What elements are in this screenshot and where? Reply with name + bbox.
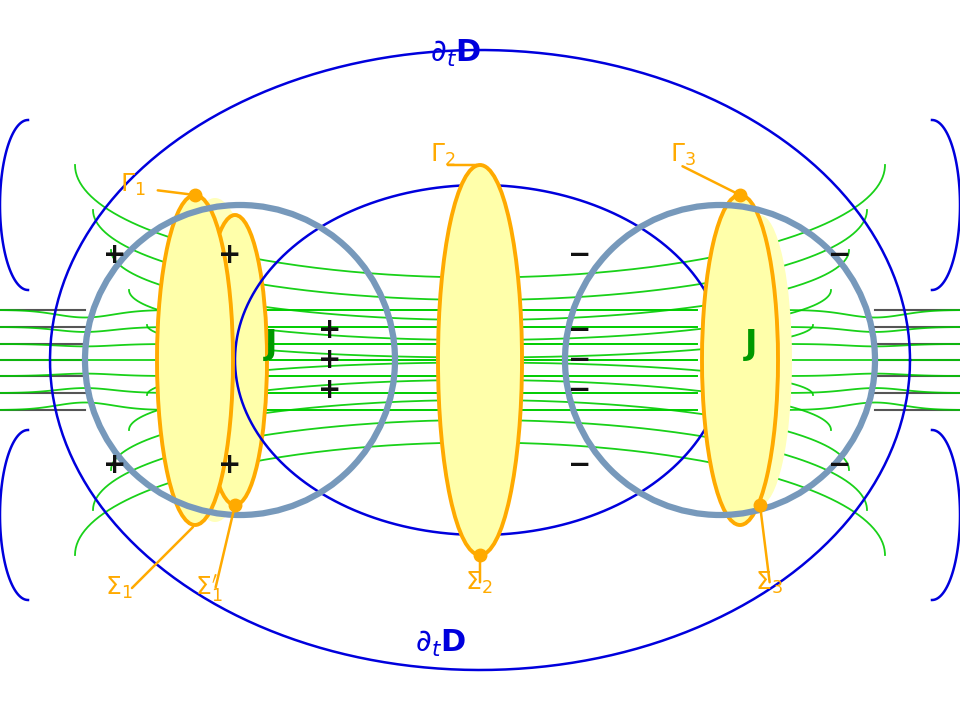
Text: −: −: [828, 241, 852, 269]
Text: +: +: [218, 451, 242, 479]
Ellipse shape: [203, 215, 267, 505]
Text: $\Sigma_2$: $\Sigma_2$: [465, 570, 492, 596]
Text: $\Sigma_3$: $\Sigma_3$: [755, 570, 782, 596]
Text: −: −: [568, 451, 591, 479]
Ellipse shape: [157, 195, 233, 525]
Text: +: +: [319, 346, 342, 374]
Text: $\Gamma_3$: $\Gamma_3$: [670, 142, 696, 168]
Text: +: +: [319, 376, 342, 404]
Ellipse shape: [438, 165, 522, 555]
Text: $\Gamma_1$: $\Gamma_1$: [120, 172, 146, 198]
Text: +: +: [104, 241, 127, 269]
Text: $\Sigma_1$: $\Sigma_1$: [105, 575, 132, 601]
Text: +: +: [319, 316, 342, 344]
Text: −: −: [568, 241, 591, 269]
Text: −: −: [568, 316, 591, 344]
Ellipse shape: [173, 198, 257, 522]
Text: −: −: [568, 346, 591, 374]
Text: +: +: [218, 241, 242, 269]
Ellipse shape: [728, 215, 792, 505]
Ellipse shape: [702, 195, 778, 525]
Text: $\Sigma_1'$: $\Sigma_1'$: [195, 573, 223, 604]
Text: −: −: [568, 376, 591, 404]
Text: +: +: [104, 451, 127, 479]
Text: $\partial_t\mathbf{D}$: $\partial_t\mathbf{D}$: [429, 38, 480, 69]
Text: $\Gamma_2$: $\Gamma_2$: [430, 142, 456, 168]
Text: $\mathbf{J}$: $\mathbf{J}$: [263, 327, 276, 363]
Text: $\mathbf{J}$: $\mathbf{J}$: [743, 327, 756, 363]
Text: $\partial_t\mathbf{D}$: $\partial_t\mathbf{D}$: [415, 628, 466, 659]
Text: −: −: [828, 451, 852, 479]
